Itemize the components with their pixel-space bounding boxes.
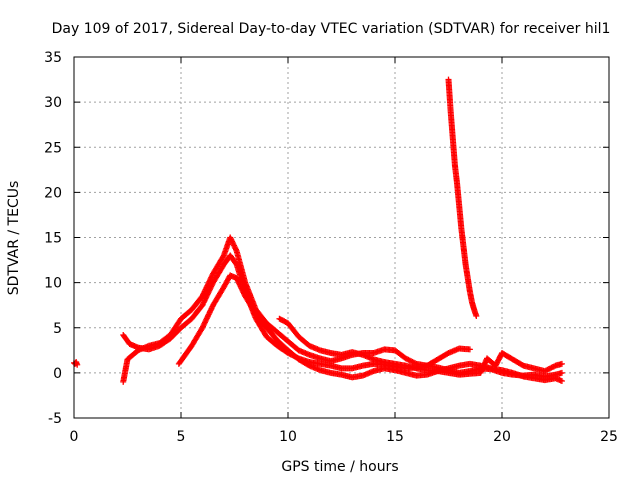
x-axis-label: GPS time / hours — [281, 459, 398, 475]
data-point — [558, 377, 565, 384]
data-point — [473, 313, 480, 320]
x-tick-label: 25 — [600, 429, 618, 445]
series-trace-d — [276, 315, 564, 378]
chart-title: Day 109 of 2017, Sidereal Day-to-day VTE… — [52, 21, 611, 37]
y-tick-label: 15 — [44, 231, 62, 247]
y-tick-label: 25 — [44, 140, 62, 156]
y-tick-label: 0 — [53, 366, 62, 382]
x-tick-label: 10 — [279, 429, 297, 445]
series-trace-a — [120, 234, 472, 385]
x-tick-label: 15 — [386, 429, 404, 445]
series-trace-c — [175, 272, 564, 384]
data-point — [558, 369, 565, 376]
y-tick-label: 20 — [44, 185, 62, 201]
series-trace-e — [445, 76, 479, 318]
y-tick-label: -5 — [48, 411, 62, 427]
data-point — [74, 361, 81, 368]
x-tick-label: 0 — [70, 429, 79, 445]
y-axis-label: SDTVAR / TECUs — [6, 181, 22, 296]
data-marks — [71, 76, 565, 385]
data-point — [220, 253, 227, 260]
y-tick-label: 35 — [44, 50, 62, 66]
y-tick-label: 5 — [53, 321, 62, 337]
series-early-point — [71, 359, 80, 367]
y-tick-label: 10 — [44, 276, 62, 292]
data-point — [558, 360, 565, 367]
axis-ticks: 0 5 10 15 20 25 -5 0 5 10 15 20 25 30 35 — [44, 50, 618, 445]
x-tick-label: 5 — [177, 429, 186, 445]
x-tick-label: 20 — [493, 429, 511, 445]
y-tick-label: 30 — [44, 95, 62, 111]
data-point — [466, 346, 473, 353]
grid — [74, 57, 609, 418]
